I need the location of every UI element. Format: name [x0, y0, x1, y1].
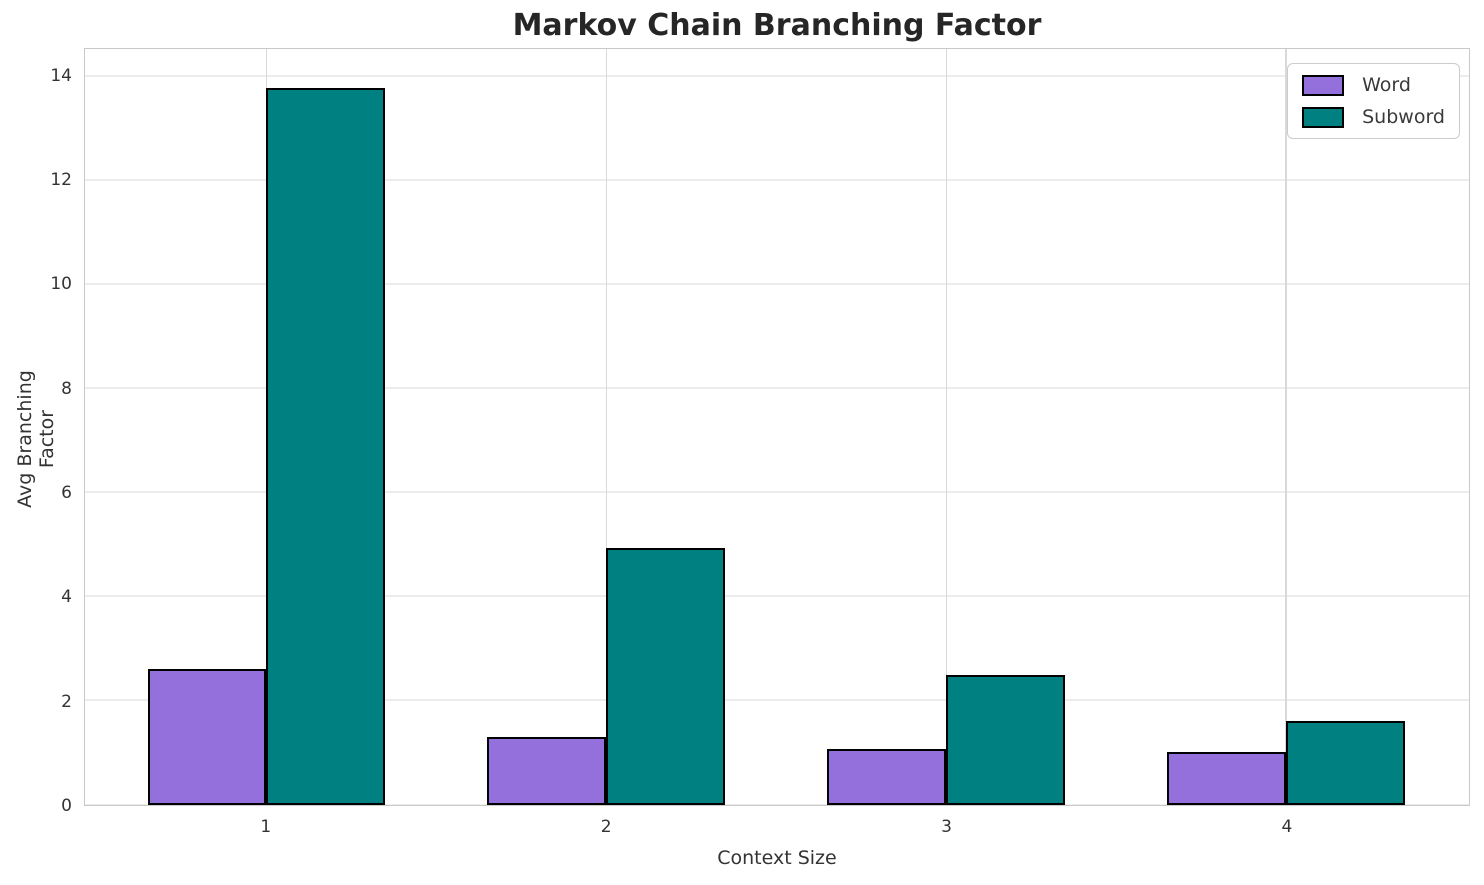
x-tick-label: 1	[260, 817, 272, 837]
y-tick-label: 14	[50, 65, 72, 86]
gridline-vertical	[1285, 49, 1287, 805]
gridline-horizontal	[85, 803, 1469, 805]
gridline-horizontal	[85, 595, 1469, 597]
x-tick-label: 4	[1281, 817, 1293, 837]
bar-word-context-3	[827, 748, 947, 805]
y-tick-label: 2	[61, 691, 72, 712]
bar-subword-context-4	[1286, 721, 1406, 805]
y-tick-label: 4	[61, 587, 72, 608]
gridline-horizontal	[85, 699, 1469, 701]
legend-item-subword: Subword	[1302, 106, 1445, 128]
gridline-vertical	[605, 49, 608, 805]
gridline-horizontal	[85, 283, 1469, 285]
gridline-horizontal	[85, 491, 1469, 493]
x-tick-label: 2	[600, 817, 612, 837]
y-tick-label: 10	[50, 274, 72, 295]
y-tick-label: 12	[50, 169, 72, 190]
gridline-horizontal	[85, 387, 1469, 389]
y-tick-label: 6	[61, 482, 72, 503]
bar-subword-context-2	[606, 547, 726, 805]
y-tick-label: 8	[61, 378, 72, 399]
plot-area	[84, 48, 1470, 806]
legend-label: Word	[1362, 74, 1411, 96]
y-axis-label: Avg Branching Factor	[14, 370, 58, 508]
legend-swatch-subword	[1302, 106, 1345, 128]
chart-title: Markov Chain Branching Factor	[512, 8, 1042, 43]
x-tick-label: 3	[941, 817, 952, 837]
gridline-horizontal	[85, 75, 1469, 77]
y-tick-label: 0	[61, 796, 72, 816]
bar-word-context-1	[147, 669, 267, 805]
bar-subword-context-1	[266, 88, 386, 805]
legend: Word Subword	[1287, 63, 1460, 139]
legend-swatch-word	[1302, 74, 1345, 96]
plot-inner	[85, 49, 1469, 805]
legend-item-word: Word	[1302, 74, 1445, 96]
bar-subword-context-3	[946, 674, 1066, 805]
bar-word-context-2	[487, 737, 607, 805]
gridline-horizontal	[85, 179, 1469, 181]
bar-word-context-4	[1167, 751, 1287, 805]
x-axis-label: Context Size	[717, 847, 837, 869]
gridline-vertical	[945, 49, 947, 805]
legend-label: Subword	[1362, 106, 1445, 128]
